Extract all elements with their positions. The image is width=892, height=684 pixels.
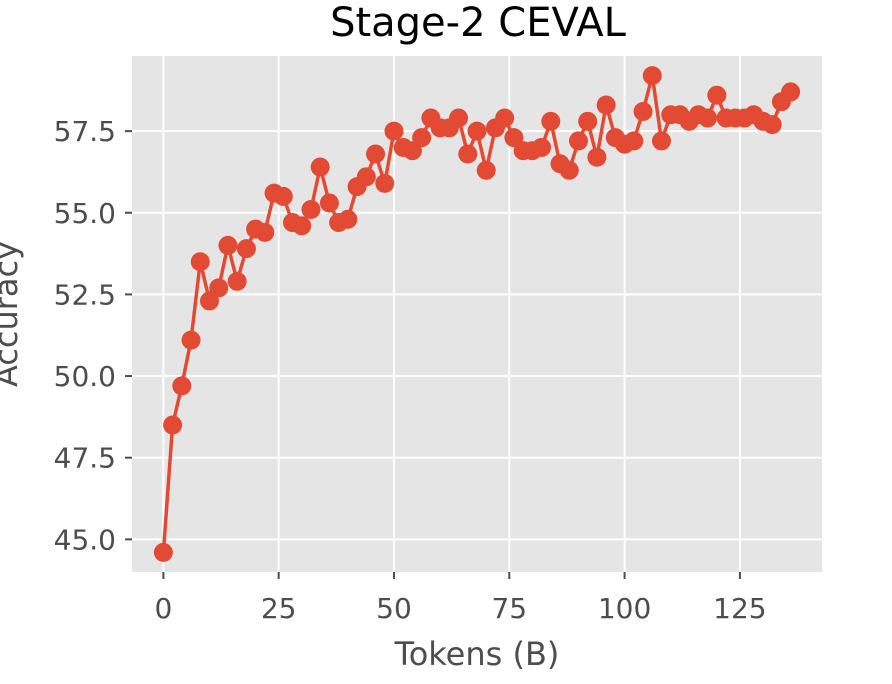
data-point: [319, 193, 339, 213]
data-point: [532, 137, 552, 157]
data-point: [301, 199, 321, 219]
data-point: [707, 85, 727, 105]
data-point: [698, 108, 718, 128]
data-point: [449, 108, 469, 128]
data-point: [227, 271, 247, 291]
x-tick-label: 100: [598, 592, 651, 625]
chart-title: Stage-2 CEVAL: [330, 0, 627, 46]
data-point: [255, 222, 275, 242]
data-point: [541, 111, 561, 131]
data-point: [624, 131, 644, 151]
y-tick-label: 50.0: [54, 360, 116, 393]
y-tick-label: 47.5: [54, 442, 116, 475]
data-point: [781, 82, 801, 102]
grid-lines: [132, 56, 822, 572]
data-point: [338, 209, 358, 229]
data-point: [181, 330, 201, 350]
data-point: [587, 147, 607, 167]
data-point: [292, 216, 312, 236]
x-axis-ticks: 0 25 50 75 100 125: [154, 572, 767, 625]
x-axis-label: Tokens (B): [394, 635, 560, 673]
data-point: [578, 111, 598, 131]
data-point: [762, 115, 782, 135]
x-tick-label: 50: [376, 592, 412, 625]
x-tick-label: 125: [713, 592, 766, 625]
y-axis-ticks: 45.0 47.5 50.0 52.5 55.0 57.5: [54, 115, 132, 556]
data-point: [651, 131, 671, 151]
data-point: [153, 542, 173, 562]
x-tick-label: 0: [154, 592, 172, 625]
data-point: [384, 121, 404, 141]
x-tick-label: 25: [261, 592, 297, 625]
data-point: [356, 167, 376, 187]
data-point: [568, 131, 588, 151]
data-point: [218, 235, 238, 255]
series-layer: [153, 66, 801, 562]
data-point: [172, 376, 192, 396]
data-point: [642, 66, 662, 86]
y-tick-label: 52.5: [54, 278, 116, 311]
data-point: [273, 186, 293, 206]
y-tick-label: 45.0: [54, 523, 116, 556]
data-point: [559, 160, 579, 180]
data-point: [190, 252, 210, 272]
data-point: [209, 278, 229, 298]
data-point: [366, 144, 386, 164]
data-point: [495, 108, 515, 128]
plot-area: [132, 56, 822, 572]
data-point: [310, 157, 330, 177]
y-tick-label: 57.5: [54, 115, 116, 148]
y-axis-label: Accuracy: [0, 241, 25, 387]
data-point: [458, 144, 478, 164]
y-tick-label: 55.0: [54, 197, 116, 230]
data-point: [163, 415, 183, 435]
data-point: [375, 173, 395, 193]
data-point: [236, 239, 256, 259]
data-point: [633, 102, 653, 122]
data-point: [412, 128, 432, 148]
data-point: [476, 160, 496, 180]
x-tick-label: 75: [491, 592, 527, 625]
data-point: [467, 121, 487, 141]
data-point: [596, 95, 616, 115]
